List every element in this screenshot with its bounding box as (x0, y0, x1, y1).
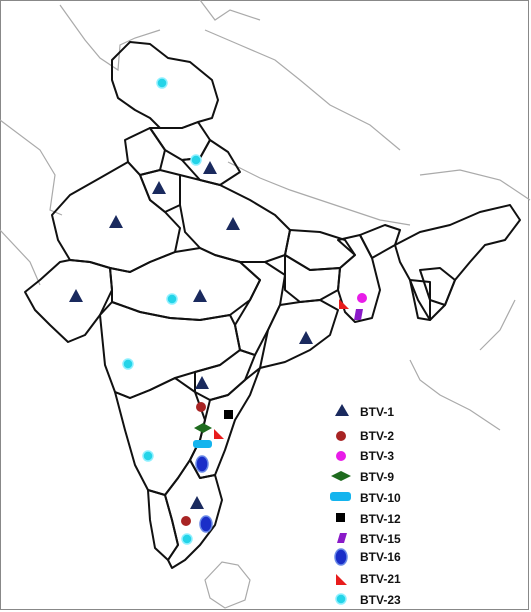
marker-btv-1 (226, 217, 240, 230)
legend-marker-btv-12 (336, 513, 345, 522)
marker-btv-1 (190, 496, 204, 509)
marker-btv-3 (357, 293, 367, 303)
marker-btv-1 (193, 289, 207, 302)
marker-btv-16 (195, 455, 209, 473)
marker-btv-23 (181, 533, 193, 545)
legend-marker-btv-15 (337, 533, 347, 543)
legend-label: BTV-3 (360, 449, 394, 463)
legend-label: BTV-15 (360, 532, 401, 546)
marker-btv-23 (122, 358, 134, 370)
legend-label: BTV-16 (360, 550, 401, 564)
legend: BTV-1 BTV-2 BTV-3 BTV-9 BTV-10 BTV-12 BT… (330, 404, 401, 607)
legend-label: BTV-12 (360, 512, 401, 526)
marker-btv-16 (199, 515, 213, 533)
legend-marker-btv-9 (331, 471, 351, 481)
marker-btv-1 (203, 161, 217, 174)
marker-btv-15 (354, 309, 363, 320)
legend-label: BTV-10 (360, 491, 401, 505)
marker-btv-10 (193, 440, 212, 448)
legend-marker-btv-2 (336, 431, 346, 441)
legend-label: BTV-1 (360, 405, 394, 419)
marker-btv-1 (69, 289, 83, 302)
marker-btv-21 (214, 429, 224, 439)
legend-label: BTV-9 (360, 470, 394, 484)
marker-btv-1 (109, 215, 123, 228)
marker-btv-23 (156, 77, 168, 89)
marker-btv-2 (181, 516, 191, 526)
legend-marker-btv-16 (334, 548, 348, 566)
marker-btv-1 (152, 181, 166, 194)
legend-marker-btv-10 (330, 492, 351, 501)
marker-btv-2 (196, 402, 206, 412)
marker-btv-1 (195, 376, 209, 389)
marker-btv-12 (224, 410, 233, 419)
legend-marker-btv-21 (336, 574, 347, 585)
marker-btv-1 (299, 331, 313, 344)
marker-btv-21 (339, 299, 349, 309)
legend-label: BTV-2 (360, 429, 394, 443)
legend-marker-btv-3 (336, 451, 346, 461)
legend-marker-btv-23 (335, 593, 347, 605)
marker-btv-23 (190, 154, 202, 166)
marker-btv-9 (194, 423, 212, 433)
legend-label: BTV-21 (360, 572, 401, 586)
marker-btv-23 (166, 293, 178, 305)
marker-btv-23 (142, 450, 154, 462)
legend-marker-btv-1 (335, 404, 349, 416)
legend-label: BTV-23 (360, 593, 401, 607)
map-markers (69, 77, 367, 545)
india-outline (24, 41, 521, 569)
